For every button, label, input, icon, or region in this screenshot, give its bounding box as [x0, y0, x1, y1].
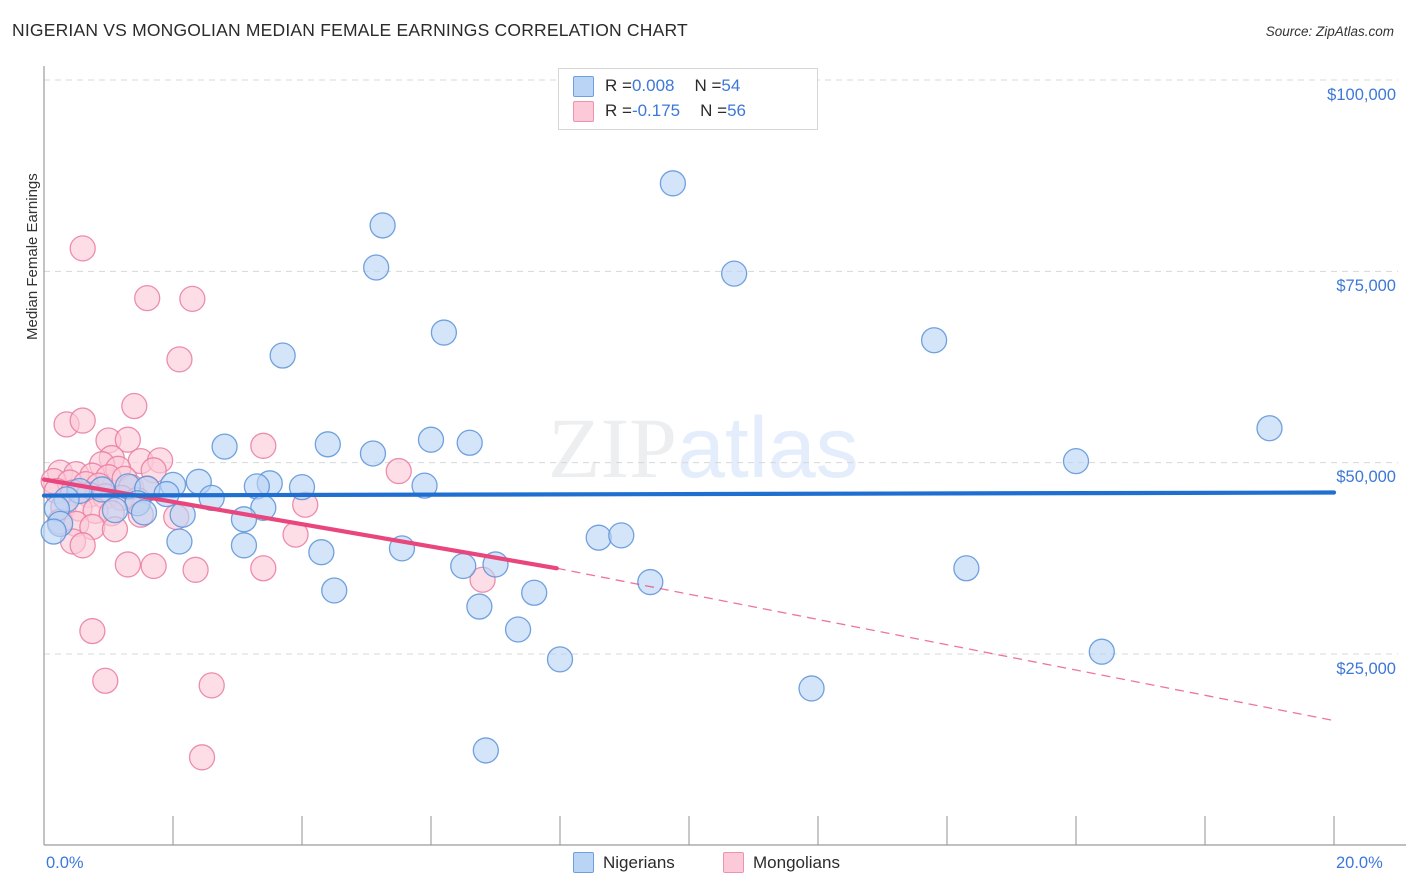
data-point[interactable] — [211, 433, 238, 460]
data-point[interactable] — [1256, 415, 1283, 442]
data-point[interactable] — [134, 284, 161, 312]
series-legend-nigerians[interactable]: Nigerians — [573, 852, 675, 873]
data-point[interactable] — [472, 737, 499, 764]
data-point[interactable] — [182, 556, 209, 583]
data-point[interactable] — [101, 496, 129, 524]
page-title: NIGERIAN VS MONGOLIAN MEDIAN FEMALE EARN… — [12, 20, 688, 40]
data-point[interactable] — [456, 429, 483, 456]
data-point[interactable] — [721, 260, 748, 287]
legend-swatch-nigerians — [573, 75, 594, 97]
data-point[interactable] — [608, 522, 635, 549]
r-value-nigerians: 0.008 — [631, 76, 675, 95]
data-point[interactable] — [637, 568, 664, 596]
data-point[interactable] — [314, 431, 341, 458]
stats-legend: R = 0.008 N = 54 R = -0.175 N = 56 — [558, 68, 818, 130]
data-point[interactable] — [798, 675, 825, 702]
series-legend-mongolians[interactable]: Mongolians — [723, 852, 840, 873]
data-point[interactable] — [69, 532, 96, 559]
data-point[interactable] — [114, 551, 141, 578]
data-point[interactable] — [79, 617, 106, 645]
data-point[interactable] — [466, 593, 493, 620]
data-point[interactable] — [166, 528, 193, 555]
data-point[interactable] — [369, 212, 396, 239]
trendline-nigerians — [41, 490, 1337, 498]
trendline-mongolians-dashed — [556, 567, 1335, 722]
x-tick-min: 0.0% — [46, 854, 84, 872]
r-label-mongolians: R = — [605, 101, 632, 120]
data-point[interactable] — [953, 555, 980, 582]
r-label-nigerians: R = — [605, 76, 632, 95]
series-swatch-nigerians — [573, 852, 594, 873]
y-tick-75000: $75,000 — [1336, 277, 1396, 295]
data-point[interactable] — [546, 646, 574, 673]
series-swatch-mongolians — [723, 852, 744, 873]
data-point[interactable] — [920, 327, 948, 354]
axis-lines — [43, 66, 1406, 846]
data-point[interactable] — [92, 667, 119, 694]
data-point[interactable] — [308, 539, 335, 566]
y-tick-50000: $50,000 — [1336, 468, 1396, 486]
data-point[interactable] — [359, 440, 387, 467]
data-point[interactable] — [188, 744, 216, 771]
data-point[interactable] — [659, 170, 687, 197]
data-point[interactable] — [363, 254, 390, 281]
data-point[interactable] — [230, 532, 258, 559]
data-point[interactable] — [430, 319, 458, 346]
series-label-mongolians: Mongolians — [753, 852, 840, 872]
y-tick-100000: $100,000 — [1327, 86, 1396, 104]
data-point[interactable] — [198, 672, 225, 699]
r-value-mongolians: -0.175 — [631, 101, 681, 120]
stats-legend-row-nigerians: R = 0.008 N = 54 — [573, 73, 740, 99]
stats-legend-row-mongolians: R = -0.175 N = 56 — [573, 98, 746, 124]
data-point[interactable] — [1088, 638, 1115, 665]
data-point[interactable] — [130, 499, 158, 526]
n-label-nigerians: N = — [694, 76, 722, 95]
x-tick-max: 20.0% — [1336, 854, 1383, 872]
data-point[interactable] — [166, 346, 193, 373]
data-point[interactable] — [40, 518, 67, 545]
data-point[interactable] — [385, 457, 412, 485]
data-point[interactable] — [250, 432, 277, 459]
data-point[interactable] — [417, 426, 445, 453]
data-point[interactable] — [585, 524, 612, 551]
nigerians-trendline — [41, 490, 1337, 498]
x-axis-ticks — [172, 816, 1335, 845]
data-point[interactable] — [121, 392, 148, 420]
data-point[interactable] — [250, 555, 277, 582]
data-point[interactable] — [269, 342, 296, 369]
n-label-mongolians: N = — [700, 101, 728, 120]
data-point[interactable] — [140, 552, 167, 580]
n-value-nigerians: 54 — [721, 76, 741, 95]
data-point[interactable] — [504, 616, 532, 643]
gridlines — [44, 79, 1398, 655]
data-point[interactable] — [1062, 447, 1090, 475]
data-point[interactable] — [179, 285, 206, 313]
data-point[interactable] — [521, 579, 548, 606]
data-point[interactable] — [69, 235, 96, 262]
n-value-mongolians: 56 — [727, 101, 746, 120]
y-tick-25000: $25,000 — [1336, 660, 1396, 678]
nigerians-points — [40, 170, 1283, 764]
data-point[interactable] — [114, 426, 141, 453]
data-point[interactable] — [69, 407, 96, 434]
legend-swatch-mongolians — [573, 100, 594, 122]
data-point[interactable] — [450, 552, 477, 580]
data-point[interactable] — [411, 472, 438, 499]
source-attribution: Source: ZipAtlas.com — [1265, 24, 1394, 39]
series-label-nigerians: Nigerians — [603, 852, 675, 872]
data-point[interactable] — [321, 577, 348, 604]
